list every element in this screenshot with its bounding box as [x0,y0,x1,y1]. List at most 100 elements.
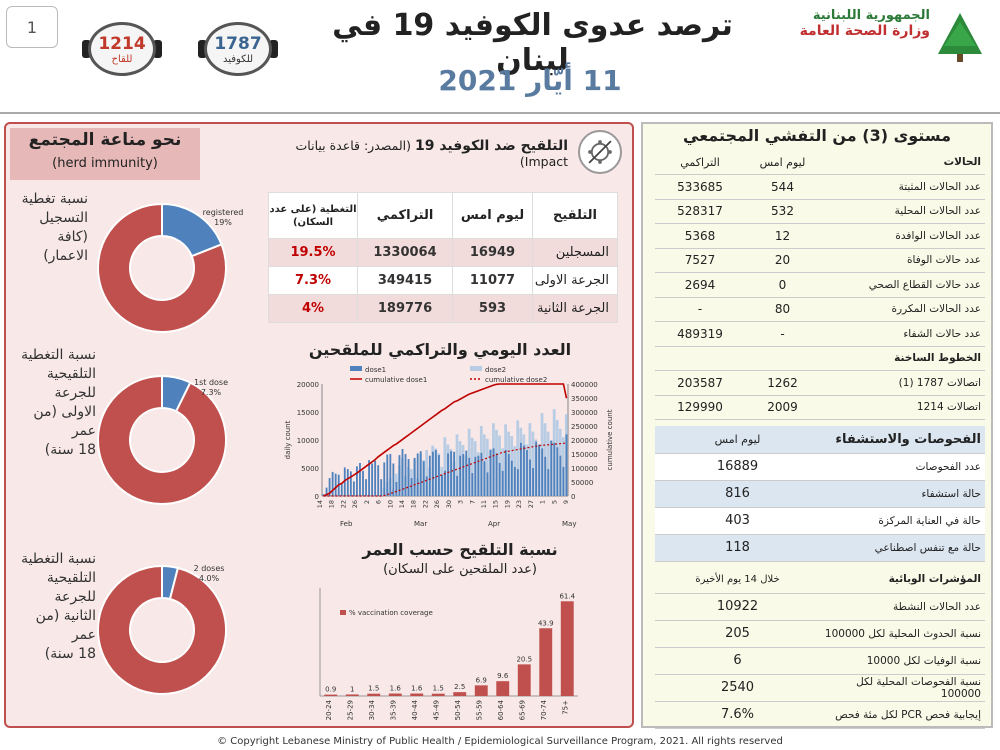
y-tick-label: 10000 [297,437,319,445]
dose2-slice-label: 2 doses 4.0% [184,564,234,584]
row-cumulative: 528317 [655,199,745,224]
row-label: الجرعة الثانية [532,294,618,323]
table-row: عدد الحالات النشطة 10922 [655,593,985,621]
label-line: الاولى (من عمر [33,404,96,439]
dose1-bar [495,453,498,496]
legend-label: % vaccination coverage [349,609,433,617]
x-tick-label: 1 [539,500,547,504]
dose1-bar [410,478,413,496]
dose2-bar [486,438,489,496]
tests-header-yesterday: ليوم امس [655,426,820,454]
x-tick-label: 3 [457,500,465,504]
label-line: 18 سنة) [44,646,96,662]
dose1-bar [523,445,525,496]
label-line: التلقيحية للجرعة [46,570,96,605]
bar-value-label: 20.5 [516,655,532,663]
vaccination-table: التلقيح ليوم امس التراكمي التغطية (على ع… [268,192,618,323]
x-tick-label: 45-49 [432,700,440,720]
age-bar [539,628,553,696]
table-row: عدد حالات القطاع الصحي 0 2694 [655,272,985,298]
dose1-bar [492,448,495,496]
legend-label: dose2 [485,366,506,374]
dose1-bar [462,454,465,496]
table-row: عدد الحالات الوافدة 12 5368 [655,223,985,249]
dose1-bar [395,482,398,496]
month-label: Feb [340,520,353,528]
x-tick-label: 7 [468,500,476,504]
row-label: اتصالات 1214 [820,395,985,420]
cumulative-dose1-line [323,383,568,497]
row-value: 16889 [655,453,820,481]
legend-swatch [340,610,346,615]
table-row: عدد الحالات المثبتة 544 533685 [655,174,985,200]
row-label: عدد الحالات النشطة [820,593,985,621]
table-row: إيجابية فحص PCR لكل مئة فحص 7.6% [655,701,985,729]
x-tick-label: 5 [550,500,558,504]
table-row: حالة مع تنفس اصطناعي 118 [655,534,985,562]
tests-table: الفحوصات والاستشفاء ليوم امس عدد الفحوصا… [655,426,985,562]
dose1-bar [553,442,556,496]
row-label: عدد حالات الوفاة [820,248,985,273]
x-tick-label: 15 [492,500,500,508]
row-value: 6 [655,647,820,675]
row-cumulative: 1330064 [357,238,453,267]
age-bar [367,693,381,696]
label-line: نسبة تغطية [21,191,88,207]
age-chart-title: نسبة التلقيح حسب العمر [362,540,558,559]
x-tick-label: 50-54 [454,699,462,720]
dose1-coverage-label: نسبة التغطية التلقيحية للجرعة الاولى (من… [8,346,96,460]
registered-slice-label: registered 19% [198,208,248,228]
dose1-bar [516,469,519,496]
row-label: نسبة الحدوث المحلية لكل 100000 [820,620,985,648]
row-cumulative: 203587 [655,370,745,396]
daily-vaccination-chart: 0500010000150002000005000010000015000020… [284,366,614,528]
bar-value-label: 1.6 [411,685,423,693]
bar-value-label: 2.5 [454,683,465,691]
row-cumulative: 533685 [655,174,745,200]
x-tick-label: 14 [316,500,324,508]
tests-header-row: الفحوصات والاستشفاء ليوم امس [655,426,985,454]
row-yesterday: 0 [745,272,820,298]
dose1-bar [401,448,404,496]
bar-value-label: 61.4 [559,592,575,600]
x-tick-label: 18 [328,500,336,508]
row-coverage: 7.3% [268,266,358,295]
label-line: نسبة التغطية [21,551,96,567]
row-cumulative: 129990 [655,395,745,420]
x-tick-label: 20-24 [325,699,333,720]
bar-value-label: 9.6 [497,672,509,680]
row-label: عدد الحالات المثبتة [820,174,985,200]
row-label: حالة استشفاء [820,480,985,508]
dose1-bar [346,469,349,496]
vaccination-heading-bold: التلقيح ضد الكوفيد 19 [414,138,568,154]
table-row: الجرعة الاولى 11077 349415 7.3% [268,266,618,295]
dose1-bar [368,460,370,496]
cases-header-row: الحالات ليوم امس التراكمي [655,150,985,175]
dose1-bar [377,465,380,496]
month-label: May [562,520,576,528]
slice-name: 1st dose [194,378,228,387]
dose1-bar [504,450,507,496]
label-line: التلقيحية للجرعة [46,366,96,401]
dose1-bar [565,434,568,496]
row-label: اتصالات 1787 (1) [820,370,985,396]
ministry-line-2: وزارة الصحة العامة [799,23,930,39]
dose2-coverage-label: نسبة التغطية التلقيحية للجرعة الثانية (م… [8,550,96,664]
table-row: نسبة الوفيات لكل 10000 6 [655,647,985,675]
table-row: نسبة الحدوث المحلية لكل 100000 205 [655,620,985,648]
row-label: عدد الحالات المحلية [820,199,985,224]
y2-tick-label: 0 [571,493,575,501]
dose1-bar [465,450,468,496]
dose2-bar [455,434,459,496]
month-label: Mar [414,520,427,528]
dose1-bar [489,449,492,496]
header-coverage: التغطية (على عدد السكان) [268,192,358,239]
virus-syringe-icon [578,130,622,174]
dose1-bar [520,442,522,496]
dose1-bar [559,455,562,496]
legend-label: cumulative dose2 [485,376,547,384]
row-yesterday: - [745,321,820,347]
ministry-name: الجمهورية اللبنانية وزارة الصحة العامة [780,8,930,39]
dose1-bar [498,462,501,496]
row-cumulative: - [655,297,745,322]
